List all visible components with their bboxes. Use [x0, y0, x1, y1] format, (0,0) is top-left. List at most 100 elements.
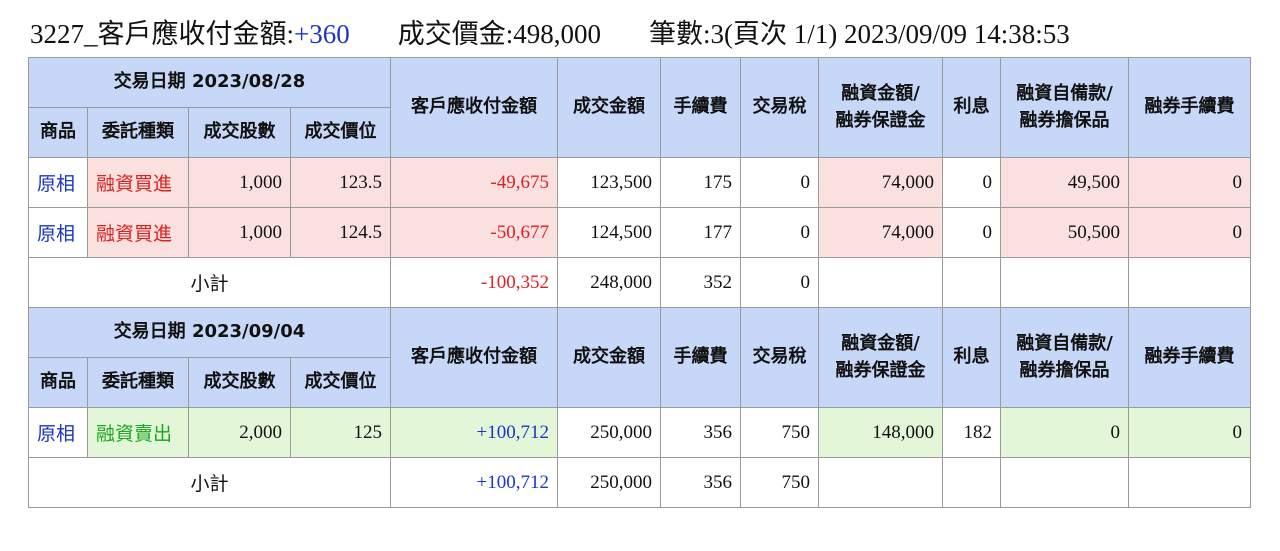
trade-date: 交易日期 2023/08/28 — [28, 57, 391, 108]
data-row: 原相 融資買進 1,000 123.5 -49,675 123,500 175 0 74,000… — [28, 157, 1251, 208]
subtotal-value: -100,352 — [390, 257, 558, 308]
header-line: 融券保證金 — [835, 359, 926, 381]
cell: 原相 — [28, 407, 88, 458]
column-header: 成交價位 — [290, 357, 391, 408]
cell: 74,000 — [818, 157, 943, 208]
net-amount: +360 — [294, 19, 350, 49]
cell: 74,000 — [818, 207, 943, 258]
cell: 0 — [740, 157, 819, 208]
column-header: 交易稅 — [740, 307, 819, 408]
cell: 124,500 — [557, 207, 661, 258]
cell: +100,712 — [390, 407, 558, 458]
data-row: 原相 融資賣出 2,000 125 +100,712 250,000 356 750 148,0… — [28, 407, 1251, 458]
column-header: 融資金額/融券保證金 — [818, 307, 943, 408]
subtotal-value: +100,712 — [390, 457, 558, 508]
subtotal-value: 750 — [740, 457, 819, 508]
cell: 175 — [660, 157, 741, 208]
cell: 49,500 — [1000, 157, 1129, 208]
cell: 1,000 — [188, 157, 291, 208]
cell: 0 — [942, 207, 1001, 258]
empty-cell — [942, 457, 1001, 508]
header-line: 融資自備款/ — [1016, 333, 1113, 355]
subtotal-value: 352 — [660, 257, 741, 308]
subtotal-value: 356 — [660, 457, 741, 508]
column-header: 客戶應收付金額 — [390, 307, 558, 408]
cell: 182 — [942, 407, 1001, 458]
column-header: 客戶應收付金額 — [390, 57, 558, 158]
count-info: 筆數:3(頁次 1/1) 2023/09/09 14:38:53 — [649, 19, 1070, 49]
column-header: 融資自備款/融券擔保品 — [1000, 57, 1129, 158]
column-header: 商品 — [28, 107, 88, 158]
column-header: 融資金額/融券保證金 — [818, 57, 943, 158]
cell: 2,000 — [188, 407, 291, 458]
header-line: 融券擔保品 — [1019, 109, 1110, 131]
header-line: 融券擔保品 — [1019, 359, 1110, 381]
cell: 1,000 — [188, 207, 291, 258]
empty-cell — [818, 457, 943, 508]
cell: 123.5 — [290, 157, 391, 208]
column-header: 成交金額 — [557, 307, 661, 408]
cell: 0 — [740, 207, 819, 258]
cell: 原相 — [28, 207, 88, 258]
cell: 148,000 — [818, 407, 943, 458]
header-line: 融資自備款/ — [1016, 83, 1113, 105]
cell: 123,500 — [557, 157, 661, 208]
cell: 0 — [942, 157, 1001, 208]
cell: 融資買進 — [87, 157, 189, 208]
subtotal-value: 0 — [740, 257, 819, 308]
cell: 124.5 — [290, 207, 391, 258]
column-header: 手續費 — [660, 307, 741, 408]
summary-bar: 3227_客戶應收付金額:+360 成交價金:498,000 筆數:3(頁次 1/1… — [30, 12, 1070, 51]
cell: 0 — [1128, 157, 1251, 208]
cell: -49,675 — [390, 157, 558, 208]
cell: 融資賣出 — [87, 407, 189, 458]
column-header: 成交股數 — [188, 357, 291, 408]
subtotal-row: 小計 +100,712 250,000 356 750 — [28, 457, 1251, 508]
empty-cell — [1000, 257, 1129, 308]
column-header: 委託種類 — [87, 107, 189, 158]
cell: 0 — [1128, 207, 1251, 258]
cell: -50,677 — [390, 207, 558, 258]
column-header: 融資自備款/融券擔保品 — [1000, 307, 1129, 408]
empty-cell — [818, 257, 943, 308]
subtotal-value: 250,000 — [557, 457, 661, 508]
cell: 50,500 — [1000, 207, 1129, 258]
cell: 125 — [290, 407, 391, 458]
header-row: 商品 委託種類 成交股數 成交價位 — [28, 357, 1251, 408]
code-label: 3227_客戶應收付金額: — [30, 19, 295, 49]
column-header: 成交股數 — [188, 107, 291, 158]
trade-date: 交易日期 2023/09/04 — [28, 307, 391, 358]
subtotal-row: 小計 -100,352 248,000 352 0 — [28, 257, 1251, 308]
subtotal-label: 小計 — [28, 457, 391, 508]
header-line: 融券保證金 — [835, 109, 926, 131]
empty-cell — [1000, 457, 1129, 508]
column-header: 手續費 — [660, 57, 741, 158]
column-header: 成交金額 — [557, 57, 661, 158]
deal-amount: 成交價金:498,000 — [397, 19, 602, 49]
column-header: 融券手續費 — [1128, 57, 1251, 158]
column-header: 利息 — [942, 307, 1001, 408]
column-header: 委託種類 — [87, 357, 189, 408]
empty-cell — [942, 257, 1001, 308]
column-header: 商品 — [28, 357, 88, 408]
cell: 750 — [740, 407, 819, 458]
column-header: 成交價位 — [290, 107, 391, 158]
header-row: 交易日期 2023/08/28 客戶應收付金額 成交金額 手續費 交易稅 融資金額/融券保… — [28, 57, 1251, 158]
column-header: 融券手續費 — [1128, 307, 1251, 408]
cell: 0 — [1000, 407, 1129, 458]
header-line: 融資金額/ — [841, 83, 920, 105]
empty-cell — [1128, 457, 1251, 508]
column-header: 利息 — [942, 57, 1001, 158]
subtotal-label: 小計 — [28, 257, 391, 308]
cell: 177 — [660, 207, 741, 258]
cell: 融資買進 — [87, 207, 189, 258]
subtotal-value: 248,000 — [557, 257, 661, 308]
empty-cell — [1128, 257, 1251, 308]
cell: 原相 — [28, 157, 88, 208]
header-row: 交易日期 2023/09/04 客戶應收付金額 成交金額 手續費 交易稅 融資金額/融券保… — [28, 307, 1251, 408]
column-header: 交易稅 — [740, 57, 819, 158]
header-line: 融資金額/ — [841, 333, 920, 355]
cell: 0 — [1128, 407, 1251, 458]
header-row: 商品 委託種類 成交股數 成交價位 — [28, 107, 1251, 158]
